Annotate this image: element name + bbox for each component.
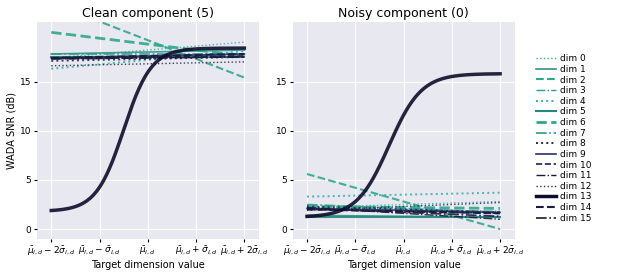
Title: Noisy component (0): Noisy component (0) bbox=[338, 7, 469, 20]
Legend: dim 0, dim 1, dim 2, dim 3, dim 4, dim 5, dim 6, dim 7, dim 8, dim 9, dim 10, di: dim 0, dim 1, dim 2, dim 3, dim 4, dim 5… bbox=[536, 54, 591, 223]
Y-axis label: WADA SNR (dB): WADA SNR (dB) bbox=[7, 92, 17, 169]
X-axis label: Target dimension value: Target dimension value bbox=[91, 260, 205, 270]
Title: Clean component (5): Clean component (5) bbox=[82, 7, 214, 20]
X-axis label: Target dimension value: Target dimension value bbox=[347, 260, 460, 270]
